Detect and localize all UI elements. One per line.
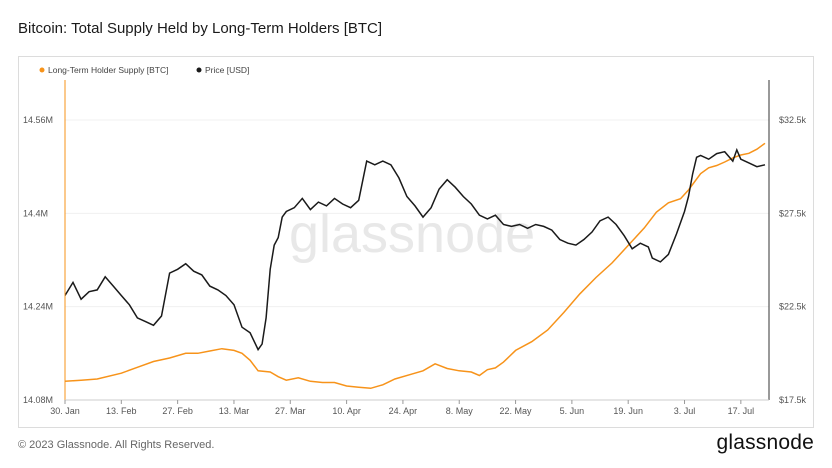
chart-svg: glassnode 14.08M 14.24M 14.4M 14.56M $17.5k $… <box>23 65 807 416</box>
right-tick-label: $27.5k <box>779 208 807 218</box>
x-tick-label: 13. Mar <box>219 406 250 416</box>
x-tick-label: 3. Jul <box>674 406 696 416</box>
series-line-price <box>64 147 766 352</box>
x-tick-label: 27. Feb <box>162 406 193 416</box>
legend-marker-lth <box>39 67 45 73</box>
x-tick-label: 13. Feb <box>106 406 137 416</box>
chart-panel: glassnode 14.08M 14.24M 14.4M 14.56M $17.5k $… <box>18 56 814 428</box>
left-tick-label: 14.24M <box>23 302 53 312</box>
left-tick-label: 14.56M <box>23 115 53 125</box>
x-tick-label: 10. Apr <box>332 406 361 416</box>
left-tick-label: 14.4M <box>23 208 48 218</box>
axis-layer: 14.08M 14.24M 14.4M 14.56M $17.5k $22.5k $27.5… <box>23 80 807 416</box>
series-layer <box>64 142 766 390</box>
right-tick-label: $17.5k <box>779 395 807 405</box>
x-tick-label: 8. May <box>446 406 474 416</box>
left-tick-label: 14.08M <box>23 395 53 405</box>
x-tick-label: 27. Mar <box>275 406 306 416</box>
x-tick-label: 22. May <box>500 406 533 416</box>
x-tick-label: 19. Jun <box>613 406 643 416</box>
glassnode-logo: glassnode <box>716 431 814 454</box>
series-line-lth-supply <box>64 142 766 390</box>
watermark: glassnode <box>289 204 535 264</box>
legend-label-lth: Long-Term Holder Supply [BTC] <box>48 65 168 75</box>
x-tick-label: 30. Jan <box>50 406 80 416</box>
x-tick-label: 24. Apr <box>389 406 418 416</box>
right-tick-label: $22.5k <box>779 302 807 312</box>
right-tick-label: $32.5k <box>779 115 807 125</box>
copyright-text: © 2023 Glassnode. All Rights Reserved. <box>18 439 215 451</box>
legend-marker-price <box>196 67 202 73</box>
legend-label-price: Price [USD] <box>205 65 249 75</box>
legend: Long-Term Holder Supply [BTC] Price [USD] <box>39 65 249 75</box>
x-tick-label: 17. Jul <box>728 406 755 416</box>
chart-title: Bitcoin: Total Supply Held by Long-Term … <box>18 20 383 37</box>
x-tick-label: 5. Jun <box>560 406 585 416</box>
